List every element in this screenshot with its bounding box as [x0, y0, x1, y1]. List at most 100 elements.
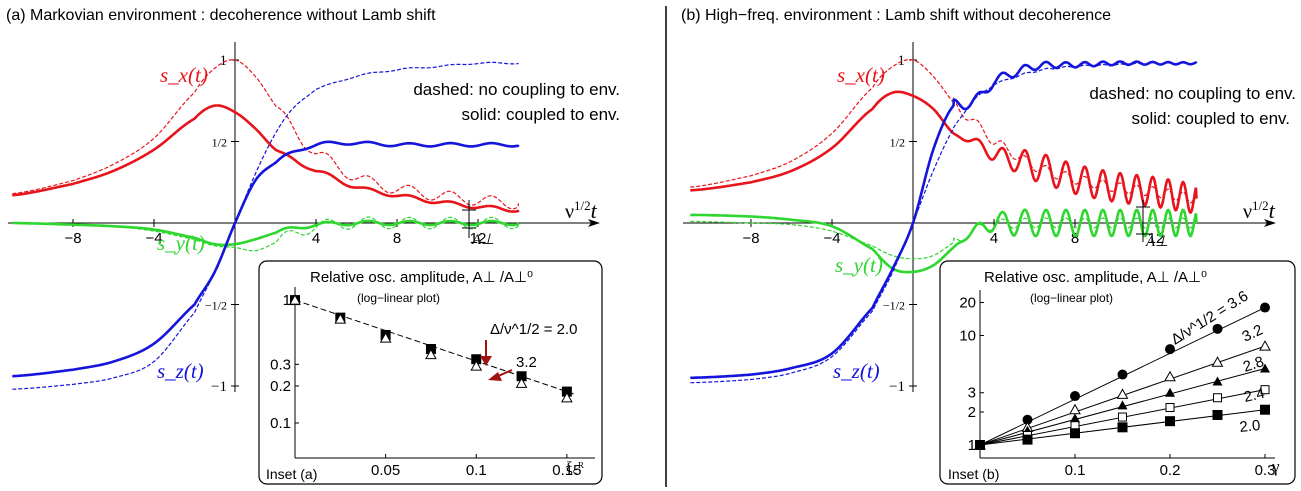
panel-b-y-tick-label: −1/2 — [883, 299, 905, 313]
panel-a-inset-arrowhead-2 — [488, 372, 502, 381]
panel-a-x-tick-label: −4 — [145, 230, 162, 247]
panel-b-inset-point-2_0 — [1022, 434, 1033, 445]
panel-a-x-tick-label: 4 — [312, 230, 320, 247]
panel-b-legend-solid: solid: coupled to env. — [1132, 109, 1290, 128]
panel-a-y-tick-label: −1/2 — [205, 299, 227, 313]
panel-a-sy-label: s_y(t) — [157, 231, 205, 255]
panel-b-inset-annotation-3: 2.8 — [1241, 353, 1266, 376]
panel-a-series-sxt-dashed — [12, 59, 520, 210]
panel-b-inset-annotation-4: 2.4 — [1242, 385, 1266, 406]
panel-a-inset-x-tick-label: 0.15 — [552, 462, 581, 479]
panel-a-inset-y-tick-label: 1 — [283, 292, 291, 309]
panel-b-series — [690, 59, 1198, 384]
panel-b-inset-point-2_0 — [1260, 404, 1270, 415]
panel-b-inset-point-2_4 — [1118, 412, 1127, 422]
panel-b-inset-point-2_4 — [1260, 385, 1270, 395]
panel-b-title: (b) High−freq. environment : Lamb shift … — [681, 7, 1111, 24]
panel-a-inset-point-3_2 — [470, 360, 483, 371]
panel-b-inset-y-tick-label: 1 — [968, 437, 976, 454]
panel-a-title: (a) Markovian environment : decoherence … — [6, 7, 436, 24]
panel-a-legend-dashed: dashed: no coupling to env. — [413, 80, 620, 99]
panel-b-series-szt-solid — [690, 60, 1198, 380]
panel-b-inset-point-3_6 — [1070, 391, 1080, 402]
panel-b-inset-x-tick-label: 0.1 — [1065, 462, 1086, 479]
panel-b-inset-xlabel: γ — [1271, 457, 1280, 476]
panel-a-inset: Relative osc. amplitude, A⊥ /A⊥⁰ (log−li… — [258, 260, 603, 485]
panel-a-amplitude-label: A⊥ — [471, 232, 494, 248]
panel-b-x-axis-arrow — [1264, 219, 1276, 227]
panel-b-x-tick-label: −4 — [823, 230, 840, 247]
panel-b-amplitude-label: A⊥ — [1145, 234, 1168, 250]
panel-a-inset-annot-2: 3.2 — [516, 354, 537, 371]
panel-b-inset-point-2_0 — [1212, 409, 1223, 420]
panel-a-y-tick-label: 1/2 — [212, 136, 227, 150]
panel-a-inset-point-3_2 — [379, 332, 392, 343]
panel-b-inset-point-2_0 — [1117, 422, 1128, 433]
panel-b-inset-y-tick-label: 3 — [968, 385, 976, 402]
panel-b-inset: Relative osc. amplitude, A⊥ /A⊥⁰ (log−li… — [939, 260, 1296, 485]
panel-a-inset-subtitle: (log−linear plot) — [357, 291, 440, 305]
panel-b-y-tick-label: 1/2 — [890, 136, 905, 150]
panel-b-inset-subtitle: (log−linear plot) — [1030, 291, 1113, 305]
panel-b-inset-point-2_0 — [1165, 416, 1175, 427]
panel-a-series-syt-solid — [12, 219, 520, 247]
panel-a-sx-label: s_x(t) — [160, 63, 208, 87]
panel-a-inset-point-3_2 — [334, 313, 347, 324]
panel-b-series-syt-solid — [690, 208, 1198, 274]
panel-b-series-szt-dashed — [690, 61, 1197, 384]
panel-b-inset-point-2_8 — [1117, 400, 1128, 410]
panel-b-y-tick-label: −1 — [889, 379, 905, 395]
panel-b-inset-label: Inset (b) — [948, 466, 999, 482]
panel-a-x-axis-arrow — [588, 219, 600, 227]
panel-b-inset-title: Relative osc. amplitude, A⊥ /A⊥⁰ — [984, 269, 1207, 286]
panel-a-x-tick-label: −8 — [64, 230, 81, 247]
panel-a-y-tick-label: −1 — [211, 379, 227, 395]
panel-a-inset-x-tick-label: 0.1 — [466, 462, 487, 479]
panel-b-inset-point-2_8 — [1070, 413, 1080, 423]
panel-b-inset-point-3_2 — [1211, 356, 1224, 367]
panel-a-inset-point-3_2 — [425, 348, 437, 360]
panel-a-inset-plot: 0.05 0.1 0.15 1 0.3 0.2 0.1 — [270, 287, 595, 479]
panel-a-inset-point-3_2 — [561, 391, 573, 403]
panel-b-inset-point-3_2 — [1116, 388, 1129, 399]
panel-a-inset-arrowhead-1 — [480, 356, 492, 366]
panel-b-inset-point-3_6 — [1165, 344, 1175, 355]
panel-b-inset-point-2_0 — [1070, 428, 1080, 439]
panel-b-inset-point-3_6 — [1117, 369, 1128, 380]
panel-a-inset-annot-1: Δ/ν^1/2 = 2.0 — [490, 321, 578, 338]
panel-b-series-sxt-solid — [690, 90, 1198, 214]
panel-b-inset-point-2_8 — [1165, 387, 1175, 397]
panel-b-inset-y-tick-label: 2 — [968, 404, 976, 421]
panel-b-x-tick-label: 4 — [990, 230, 998, 247]
panel-b-series-syt-dashed — [690, 217, 1198, 260]
panel-a-x-tick-label: 12 — [470, 230, 487, 247]
panel-a-inset-xlabel: ξ꜀ᴿ — [566, 460, 585, 476]
panel-b-inset-point-3_6 — [1212, 323, 1223, 334]
panel-b-inset-point-2_8 — [1260, 363, 1270, 373]
panel-a-x-tick-label: 8 — [393, 230, 401, 247]
panel-a-legend-solid: solid: coupled to env. — [462, 105, 620, 124]
panel-a-inset-point-3_2 — [515, 377, 528, 388]
panel-b-inset-point-3_6 — [1260, 302, 1270, 313]
panel-b-inset-point-2_4 — [1165, 402, 1175, 412]
panel-b-xlabel: ν1/2t — [1243, 198, 1276, 223]
panel-b-amplitude-marker: A⊥ — [1136, 200, 1168, 250]
panel-b-x-tick-label: −8 — [742, 230, 759, 247]
panel-b-sy-label: s_y(t) — [835, 253, 883, 277]
panel-a-inset-x-tick-label: 0.05 — [371, 462, 400, 479]
panel-a-inset-title: Relative osc. amplitude, A⊥ /A⊥⁰ — [310, 269, 533, 286]
panel-a-inset-label: Inset (a) — [266, 466, 317, 482]
panel-a-inset-point-2_0 — [561, 386, 572, 397]
panel-a-inset-point-3_2 — [289, 294, 301, 305]
panel-a-series-szt-dashed — [12, 61, 519, 390]
panel-b-inset-point-2_0 — [975, 439, 985, 450]
panel-b-inset-x-tick-label: 0.3 — [1255, 462, 1276, 479]
panel-b-sx-label: s_x(t) — [837, 63, 885, 87]
panel-a-inset-point-2_0 — [471, 354, 482, 365]
panel-a-inset-y-tick-label: 0.2 — [270, 378, 291, 395]
panel-b-inset-y-tick-label: 20 — [959, 295, 976, 312]
panel-a-inset-point-2_0 — [516, 371, 527, 382]
panel-b-inset-annotation-5: 2.0 — [1239, 417, 1262, 436]
